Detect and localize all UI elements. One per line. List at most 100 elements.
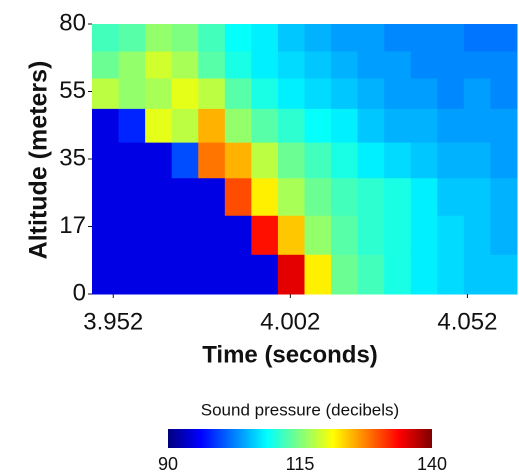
heatmap-cell xyxy=(304,142,332,179)
heatmap-cell xyxy=(251,51,279,79)
heatmap-cell xyxy=(198,108,226,143)
heatmap-cell xyxy=(198,142,226,179)
heatmap-cell xyxy=(304,177,332,216)
heatmap-cell xyxy=(92,51,120,79)
heatmap-cell xyxy=(277,142,305,179)
heatmap-cell xyxy=(463,108,491,143)
heatmap-cell xyxy=(384,215,412,255)
heatmap-cell xyxy=(490,78,518,109)
heatmap-cell xyxy=(92,177,120,216)
heatmap-cell xyxy=(357,177,385,216)
heatmap-cell xyxy=(410,177,438,216)
heatmap-cell xyxy=(437,24,465,52)
heatmap-cell xyxy=(410,215,438,255)
heatmap-cell xyxy=(92,142,120,179)
heatmap-cell xyxy=(304,215,332,255)
heatmap-cell xyxy=(384,254,412,295)
heatmap-cell xyxy=(198,177,226,216)
heatmap-cell xyxy=(145,142,173,179)
heatmap-cell xyxy=(171,108,199,143)
heatmap-cell xyxy=(171,78,199,109)
heatmap-cell xyxy=(331,254,359,295)
heatmap-cell xyxy=(198,78,226,109)
heatmap-cell xyxy=(384,78,412,109)
heatmap-cell xyxy=(118,142,146,179)
heatmap-cell xyxy=(490,51,518,79)
y-axis-title: Altitude (meters) xyxy=(25,61,53,260)
y-tick-label: 0 xyxy=(73,279,86,306)
heatmap-cell xyxy=(410,51,438,79)
heatmap-cell xyxy=(251,177,279,216)
heatmap-cell xyxy=(490,24,518,52)
heatmap-cell xyxy=(357,142,385,179)
heatmap-cell xyxy=(198,24,226,52)
heatmap-cell xyxy=(463,142,491,179)
heatmap-cell xyxy=(331,24,359,52)
heatmap-cell xyxy=(331,142,359,179)
heatmap-cell xyxy=(92,78,120,109)
heatmap-cell xyxy=(463,78,491,109)
heatmap-cell xyxy=(118,108,146,143)
heatmap-cell xyxy=(384,177,412,216)
colorbar-tick-label: 115 xyxy=(286,454,315,474)
heatmap-cell xyxy=(384,24,412,52)
heatmap-cell xyxy=(437,177,465,216)
heatmap-cell xyxy=(331,78,359,109)
heatmap-cell xyxy=(118,254,146,295)
heatmap-cell xyxy=(224,24,252,52)
heatmap-cell xyxy=(277,108,305,143)
y-tick-label: 17 xyxy=(59,212,86,239)
heatmap-cell xyxy=(437,142,465,179)
heatmap-cell xyxy=(171,142,199,179)
heatmap-cell xyxy=(304,108,332,143)
heatmap-cell xyxy=(118,177,146,216)
heatmap-cell xyxy=(92,24,120,52)
heatmap-cell xyxy=(490,254,518,295)
heatmap-cell xyxy=(224,142,252,179)
heatmap-cell xyxy=(92,108,120,143)
heatmap-cell xyxy=(490,177,518,216)
heatmap-cell xyxy=(331,177,359,216)
heatmap-cell xyxy=(490,108,518,143)
colorbar-tick-label: 90 xyxy=(158,454,178,474)
heatmap-cell xyxy=(437,108,465,143)
heatmap-cell xyxy=(145,78,173,109)
heatmap-cell xyxy=(331,108,359,143)
heatmap-cell xyxy=(384,108,412,143)
heatmap-cell xyxy=(331,215,359,255)
heatmap-cell xyxy=(198,215,226,255)
x-tick-label: 4.002 xyxy=(260,308,320,335)
heatmap-cell xyxy=(304,24,332,52)
y-tick-label: 80 xyxy=(59,9,86,36)
heatmap-cell xyxy=(357,24,385,52)
heatmap-cell xyxy=(463,51,491,79)
heatmap-cell xyxy=(437,215,465,255)
heatmap-cell xyxy=(251,142,279,179)
y-tick-label: 55 xyxy=(59,77,86,104)
heatmap-cell xyxy=(224,78,252,109)
heatmap-cell xyxy=(277,254,305,295)
heatmap-cell xyxy=(224,177,252,216)
heatmap-cell xyxy=(463,215,491,255)
heatmap-cell xyxy=(490,142,518,179)
heatmap-cell xyxy=(145,177,173,216)
heatmap-cell xyxy=(145,108,173,143)
heatmap-cell xyxy=(145,51,173,79)
heatmap-cell xyxy=(277,78,305,109)
heatmap-cell xyxy=(463,24,491,52)
heatmap-cell xyxy=(145,215,173,255)
heatmap-cell xyxy=(198,51,226,79)
heatmap-cell xyxy=(410,254,438,295)
x-tick-label: 4.052 xyxy=(437,308,497,335)
heatmap-cell xyxy=(92,254,120,295)
heatmap-cell xyxy=(251,254,279,295)
heatmap-cell xyxy=(277,24,305,52)
heatmap-cell xyxy=(357,215,385,255)
heatmap-cell xyxy=(463,177,491,216)
heatmap-cell xyxy=(171,24,199,52)
heatmap-cell xyxy=(277,215,305,255)
heatmap-cell xyxy=(277,177,305,216)
heatmap-cell xyxy=(224,215,252,255)
heatmap-cell xyxy=(171,177,199,216)
